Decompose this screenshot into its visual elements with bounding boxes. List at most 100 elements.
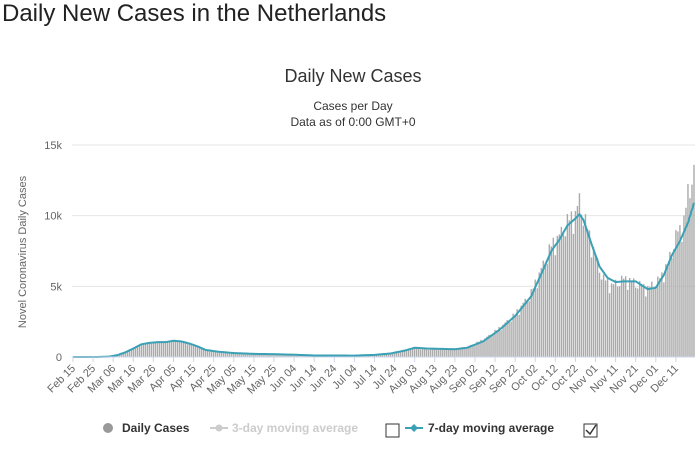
- daily-cases-bar: [417, 348, 420, 357]
- legend-7-day-checkbox[interactable]: [583, 423, 598, 438]
- daily-cases-bar: [285, 354, 287, 357]
- daily-cases-bar: [214, 351, 217, 357]
- daily-cases-bar: [458, 347, 460, 357]
- daily-cases-bar: [180, 341, 183, 357]
- daily-cases-bar: [172, 340, 175, 357]
- daily-cases-bar: [500, 330, 502, 357]
- daily-cases-bar: [474, 344, 476, 357]
- daily-cases-bar: [508, 320, 510, 357]
- daily-cases-bar: [287, 354, 289, 357]
- daily-cases-bar: [665, 264, 667, 357]
- daily-cases-bar: [389, 353, 392, 357]
- daily-cases-bar: [405, 350, 408, 357]
- daily-cases-bar: [373, 354, 376, 357]
- daily-cases-bar: [395, 352, 398, 357]
- daily-cases-bar: [450, 348, 452, 357]
- daily-cases-bar: [546, 264, 548, 357]
- daily-cases-bar: [168, 341, 171, 357]
- daily-cases-bar: [140, 344, 143, 357]
- daily-cases-bar: [657, 276, 659, 357]
- daily-cases-bar: [649, 286, 651, 357]
- y-axis-label: Novel Coronavirus Daily Cases: [17, 175, 29, 328]
- daily-cases-bar: [616, 286, 619, 357]
- legend-item-7-day-moving-average[interactable]: 7-day moving average: [405, 421, 554, 435]
- legend-3-day-checkbox[interactable]: [385, 423, 400, 438]
- daily-cases-bar: [440, 348, 442, 357]
- daily-cases-bar: [659, 278, 661, 357]
- daily-cases-bar: [586, 229, 589, 357]
- 7-day-moving-average-line: [73, 202, 695, 358]
- y-tick-label: 10k: [44, 211, 62, 223]
- daily-cases-bar: [548, 244, 550, 357]
- daily-cases-bar: [150, 342, 153, 357]
- daily-cases-bar: [235, 353, 237, 357]
- daily-cases-bar: [462, 347, 464, 357]
- daily-cases-bar: [279, 354, 281, 357]
- y-tick-label: 5k: [50, 281, 62, 293]
- daily-cases-bar: [154, 342, 157, 357]
- daily-cases-bar: [639, 281, 641, 357]
- legend-item-3-day-moving-average[interactable]: 3-day moving average: [210, 421, 358, 435]
- daily-cases-bar: [502, 324, 504, 357]
- legend-3-day-marker: [215, 424, 223, 432]
- daily-cases-bar: [488, 334, 490, 357]
- daily-cases-bar: [612, 284, 615, 357]
- daily-cases-bar: [293, 354, 295, 357]
- daily-cases-bar: [582, 225, 585, 357]
- daily-cases-bar: [468, 345, 470, 357]
- daily-cases-bar: [486, 336, 488, 357]
- daily-cases-bar: [432, 348, 434, 357]
- daily-cases-bar: [661, 272, 663, 357]
- daily-cases-bar: [227, 352, 229, 357]
- daily-cases-bar: [130, 348, 132, 357]
- daily-cases-bar: [693, 164, 695, 357]
- daily-cases-bar: [580, 214, 583, 357]
- daily-cases-bar: [618, 286, 621, 357]
- daily-cases-bar: [633, 278, 635, 357]
- daily-cases-bar: [385, 353, 388, 357]
- daily-cases-bar: [478, 341, 480, 357]
- daily-cases-bar: [126, 350, 128, 357]
- daily-cases-bar: [231, 353, 233, 357]
- daily-cases-bar: [669, 251, 671, 357]
- daily-cases-bar: [241, 353, 243, 357]
- daily-cases-bar: [118, 354, 120, 357]
- daily-cases-bar: [188, 343, 191, 357]
- daily-cases-bar: [198, 347, 201, 357]
- daily-cases-bar: [397, 351, 400, 357]
- daily-cases-bar: [399, 351, 402, 357]
- daily-cases-bar: [438, 350, 440, 357]
- daily-cases-bar: [202, 349, 205, 357]
- daily-cases-bar: [610, 283, 613, 357]
- daily-cases-bar: [375, 354, 378, 357]
- daily-cases-bar: [206, 350, 209, 357]
- daily-cases-bar: [476, 341, 478, 357]
- chart-title: Daily New Cases: [284, 66, 421, 86]
- daily-cases-bar: [174, 340, 177, 357]
- daily-cases-bar: [156, 342, 159, 357]
- daily-cases-bar: [289, 354, 291, 357]
- daily-cases-bar: [494, 329, 496, 357]
- daily-cases-bar: [379, 354, 382, 357]
- daily-cases-bar: [637, 288, 639, 357]
- daily-cases-bar: [498, 326, 500, 357]
- daily-cases-bar: [560, 226, 563, 357]
- daily-cases-bar: [691, 184, 693, 357]
- daily-cases-bar: [428, 349, 430, 357]
- daily-cases-bar: [124, 352, 126, 357]
- daily-cases-bar: [295, 354, 297, 357]
- chart-subtitle-line-2: Data as of 0:00 GMT+0: [290, 115, 415, 129]
- daily-cases-bar: [162, 342, 165, 357]
- daily-cases-bar: [526, 300, 528, 357]
- legend-item-daily-cases[interactable]: Daily Cases: [103, 421, 190, 435]
- daily-cases-bar: [186, 343, 189, 357]
- daily-cases-bar: [606, 279, 609, 357]
- daily-cases-bar: [448, 349, 450, 357]
- daily-cases-bar: [588, 230, 591, 357]
- daily-cases-bar: [496, 330, 498, 357]
- daily-cases-bar: [446, 350, 448, 357]
- daily-cases-bar: [381, 354, 384, 357]
- daily-cases-bar: [520, 305, 522, 357]
- daily-cases-bar: [265, 354, 267, 357]
- daily-cases-bar: [534, 279, 536, 357]
